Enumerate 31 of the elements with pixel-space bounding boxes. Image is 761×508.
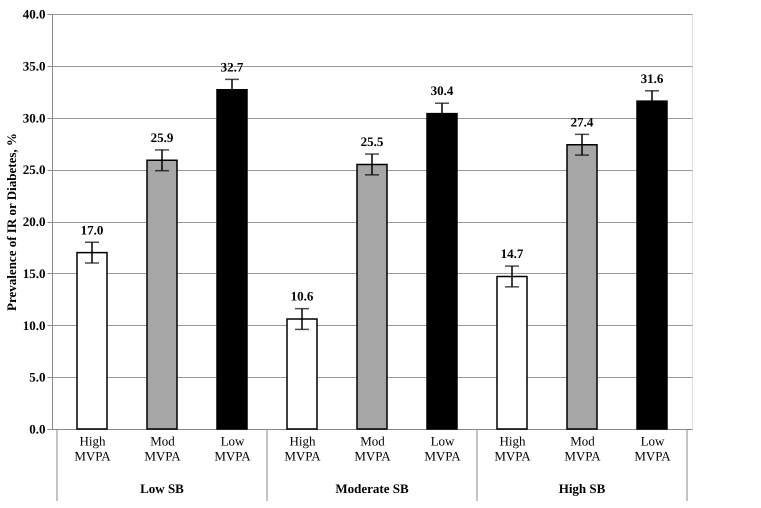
y-tick-label: 40.0 bbox=[22, 6, 46, 22]
data-label: 14.7 bbox=[500, 246, 524, 262]
y-axis-title: Prevalence of IR or Diabetes, % bbox=[4, 133, 19, 311]
text: Low SB bbox=[140, 481, 184, 496]
data-label: 32.7 bbox=[220, 59, 244, 74]
x-tick-label: Low MVPA bbox=[634, 434, 672, 464]
x-tick-label: High MVPA bbox=[494, 434, 532, 464]
data-label: 10.6 bbox=[290, 288, 314, 304]
x-tick-label: High MVPA bbox=[74, 434, 112, 464]
x-tick-label: Low MVPA bbox=[214, 434, 252, 464]
y-tick-label: 35.0 bbox=[22, 58, 46, 74]
y-tick-label: 20.0 bbox=[22, 214, 46, 229]
y-tick-label: 5.0 bbox=[29, 370, 46, 385]
x-tick-label: Mod MVPA bbox=[564, 434, 602, 464]
text: High SB bbox=[558, 481, 606, 496]
x-tick-label: Mod MVPA bbox=[354, 434, 392, 464]
y-tick-label: 0.0 bbox=[29, 422, 46, 436]
y-tick-label: 30.0 bbox=[22, 110, 46, 126]
data-label: 30.4 bbox=[430, 83, 454, 98]
data-label: 27.4 bbox=[570, 114, 594, 130]
x-tick-label: Mod MVPA bbox=[144, 434, 182, 464]
x-tick-label: Low MVPA bbox=[424, 434, 462, 464]
text: Moderate SB bbox=[335, 481, 409, 496]
x-tick-label: High MVPA bbox=[284, 434, 322, 464]
y-tick-label: 25.0 bbox=[22, 162, 46, 178]
y-tick-label: 10.0 bbox=[22, 318, 46, 333]
data-label: 25.9 bbox=[150, 130, 174, 145]
y-tick-label: 15.0 bbox=[22, 266, 46, 281]
data-label: 17.0 bbox=[80, 222, 104, 238]
data-label: 31.6 bbox=[640, 70, 664, 86]
data-label: 25.5 bbox=[360, 134, 384, 150]
